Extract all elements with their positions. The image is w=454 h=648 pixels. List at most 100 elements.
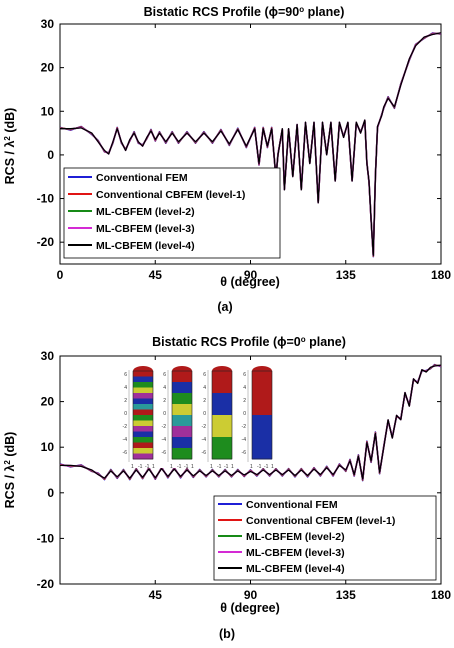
inset-tick-label: 6 <box>124 372 127 378</box>
cylinder-band <box>172 404 192 416</box>
cylinder-band <box>172 371 192 383</box>
cylinder-level-1 <box>251 366 273 460</box>
chart-a-y-ticks: 30 20 10 0 -10 -20 <box>37 17 441 249</box>
cylinder-band <box>133 376 153 383</box>
inset-base-label: 1 <box>152 464 155 470</box>
inset-base-label: -1 <box>145 464 150 470</box>
inset-tick-label: -2 <box>242 424 247 430</box>
cylinder-band <box>133 415 153 421</box>
cylinder-band <box>172 415 192 427</box>
inset-tick-label: 2 <box>163 398 166 404</box>
cylinder-band <box>133 442 153 449</box>
inset-base-label: -1 <box>264 464 269 470</box>
y-tick-label: 0 <box>47 486 54 500</box>
legend-entry-label: ML-CBFEM (level-3) <box>246 547 345 559</box>
chart-b-x-axis-label: θ (degree) <box>220 601 280 615</box>
chart-a-y-axis-label: RCS / λ2 (dB) <box>3 108 18 185</box>
cylinder-band <box>133 371 153 377</box>
inset-tick-label: -6 <box>202 450 207 456</box>
inset-base-label: -1 <box>224 464 229 470</box>
chart-a-title: Bistatic RCS Profile (ϕ=90o plane) <box>144 5 345 20</box>
inset-tick-label: 2 <box>203 398 206 404</box>
cylinder-band <box>212 371 232 394</box>
series-line-5 <box>60 32 442 256</box>
inset-base-label: 1 <box>131 464 134 470</box>
inset-tick-label: 0 <box>203 411 206 417</box>
cylinder-level-2 <box>211 366 233 460</box>
legend-entry-label: Conventional FEM <box>246 499 338 511</box>
chart-b-series-lines <box>59 363 442 482</box>
y-tick-label: 0 <box>47 148 54 162</box>
y-tick-label: -20 <box>37 235 55 249</box>
cylinder-decomposition-inset: 6 4 2 0 -2 -4 -6 6 4 2 0 -2 -4 -6 6 4 2 0 -2 -4 -6 6 4 2 0 -2 -4 -6… <box>120 361 280 470</box>
y-tick-label: 10 <box>41 104 55 118</box>
inset-base-label: -1 <box>257 464 262 470</box>
chart-a-caption: (a) <box>217 300 232 314</box>
cylinder-band <box>172 382 192 394</box>
y-tick-label: -10 <box>37 192 55 206</box>
inset-tick-label: -4 <box>162 437 167 443</box>
legend-entry-label: ML-CBFEM (level-2) <box>96 206 195 218</box>
chart-b-legend: Conventional FEM Conventional CBFEM (leve… <box>213 495 437 581</box>
cylinder-band <box>172 437 192 449</box>
inset-tick-label: -4 <box>242 437 247 443</box>
cylinder-band <box>172 426 192 438</box>
chart-b-legend-box <box>213 495 437 581</box>
legend-entry-label: ML-CBFEM (level-4) <box>96 240 195 252</box>
chart-b-title: Bistatic RCS Profile (ϕ=0o plane) <box>152 335 346 350</box>
inset-base-label: -1 <box>177 464 182 470</box>
inset-base-label: -1 <box>217 464 222 470</box>
y-tick-label: -10 <box>37 531 55 545</box>
cylinder-band <box>133 437 153 443</box>
inset-tick-label: 0 <box>124 411 127 417</box>
x-tick-label: 90 <box>244 268 258 282</box>
inset-base-label: 1 <box>191 464 194 470</box>
inset-tick-label: -2 <box>162 424 167 430</box>
cylinder-band <box>212 415 232 438</box>
chart-b-y-axis-label: RCS / λ2 (dB) <box>3 432 18 509</box>
cylinder-band <box>252 415 272 460</box>
inset-tick-label: 4 <box>203 385 206 391</box>
cylinder-band <box>133 431 153 438</box>
cylinder-band <box>252 371 272 416</box>
inset-base-label: 1 <box>250 464 253 470</box>
inset-tick-label: 6 <box>243 372 246 378</box>
cylinder-band <box>133 426 153 432</box>
cylinder-band <box>133 393 153 399</box>
cylinder-outline <box>132 370 154 460</box>
y-tick-label: 30 <box>41 349 55 363</box>
inset-tick-label: -2 <box>202 424 207 430</box>
cylinder-band <box>133 448 153 454</box>
x-tick-label: 45 <box>149 588 163 602</box>
cylinder-band <box>133 404 153 410</box>
inset-base-label: 1 <box>231 464 234 470</box>
series-line-5 <box>60 364 442 480</box>
inset-tick-label: 2 <box>243 398 246 404</box>
inset-tick-label: 4 <box>124 385 127 391</box>
inset-base-label: 1 <box>271 464 274 470</box>
x-tick-label: 180 <box>431 588 451 602</box>
inset-tick-label: -4 <box>123 437 128 443</box>
cylinder-band <box>172 393 192 405</box>
cylinder-band <box>172 448 192 460</box>
cylinder-band <box>133 387 153 394</box>
x-tick-label: 180 <box>431 268 451 282</box>
inset-tick-label: 6 <box>163 372 166 378</box>
y-tick-label: -20 <box>37 577 55 591</box>
chart-a-series-lines <box>59 32 442 258</box>
legend-entry-label: ML-CBFEM (level-3) <box>96 223 195 235</box>
chart-b-x-ticks: 45 90 135 180 <box>149 356 451 602</box>
inset-base-label: -1 <box>138 464 143 470</box>
inset-base-label: 1 <box>210 464 213 470</box>
inset-tick-label: 4 <box>163 385 166 391</box>
cylinder-band <box>212 437 232 460</box>
y-tick-label: 30 <box>41 17 55 31</box>
x-tick-label: 90 <box>244 588 258 602</box>
chart-a: Bistatic RCS Profile (ϕ=90o plane) 30 20 1… <box>3 5 452 315</box>
cylinder-outline <box>171 370 193 460</box>
inset-tick-label: 4 <box>243 385 246 391</box>
legend-entry-label: Conventional FEM <box>96 172 188 184</box>
y-tick-label: 10 <box>41 440 55 454</box>
